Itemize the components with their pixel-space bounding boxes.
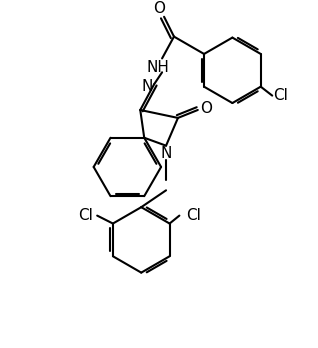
Text: Cl: Cl: [78, 208, 93, 223]
Text: O: O: [200, 101, 212, 116]
Text: Cl: Cl: [273, 88, 287, 103]
Text: NH: NH: [147, 60, 169, 75]
Text: Cl: Cl: [186, 208, 201, 223]
Text: N: N: [160, 146, 172, 161]
Text: N: N: [142, 79, 153, 94]
Text: O: O: [153, 1, 165, 16]
